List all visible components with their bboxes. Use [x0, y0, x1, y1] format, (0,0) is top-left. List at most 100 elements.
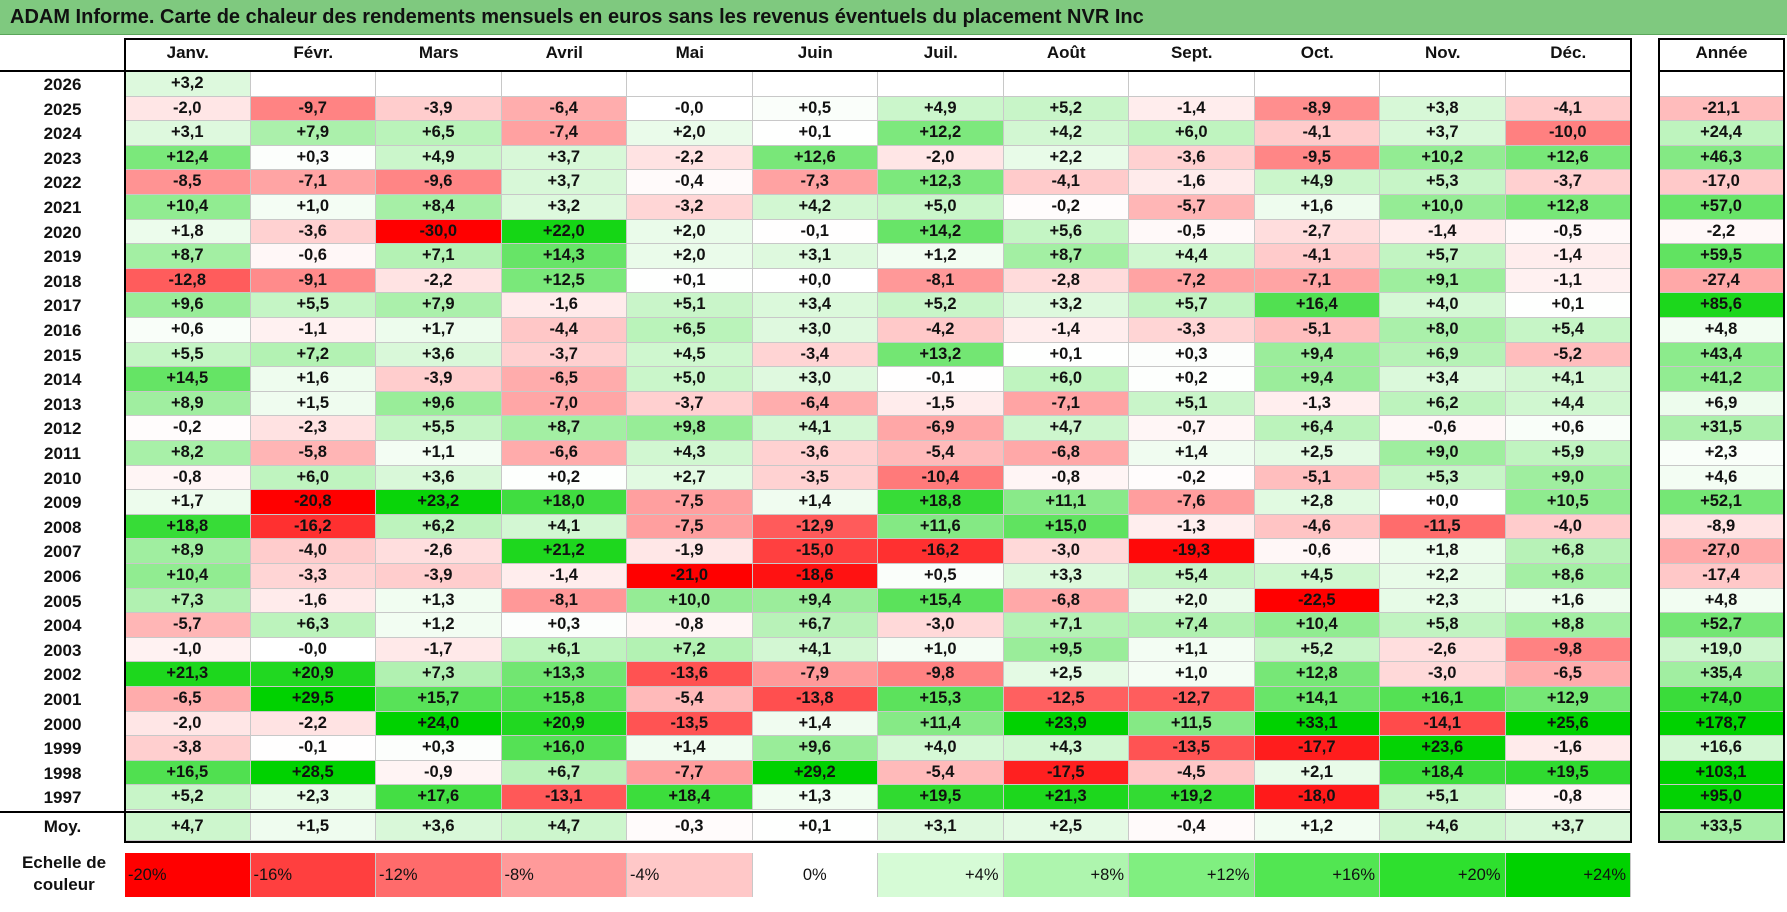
year-label: 2000 — [43, 714, 82, 734]
heatmap-cell: +12,6 — [1505, 145, 1631, 171]
heatmap-cell: -2,0 — [125, 711, 251, 737]
annual-cell: +52,7 — [1659, 613, 1784, 638]
heatmap-cell: +0,3 — [376, 736, 502, 761]
heatmap-cell: +5,5 — [125, 342, 251, 368]
heatmap-cell: +5,2 — [1003, 96, 1129, 122]
heatmap-cell: +14,1 — [1254, 687, 1380, 712]
heatmap-cell: -5,2 — [1505, 342, 1631, 368]
heatmap-cell: -0,5 — [1129, 219, 1255, 245]
heatmap-cell: -2,8 — [1003, 268, 1129, 294]
color-scale-label-text: -4% — [630, 866, 660, 884]
annual-cell: -21,1 — [1659, 96, 1784, 122]
heatmap-cell: -3,8 — [125, 736, 251, 761]
heatmap-cell: +8,7 — [1003, 244, 1129, 269]
heatmap-cell: -4,1 — [1254, 244, 1380, 269]
heatmap-cell: +12,4 — [125, 145, 251, 171]
annual-cell: +46,3 — [1659, 145, 1784, 171]
year-label: 2002 — [43, 665, 82, 685]
average-cell: +3,1 — [878, 813, 1004, 841]
year-label: 2020 — [43, 222, 82, 242]
heatmap-cell: +5,4 — [1505, 318, 1631, 343]
heatmap-cell: -4,1 — [1254, 121, 1380, 146]
year-label: 2014 — [43, 370, 82, 390]
annual-cell: -17,4 — [1659, 564, 1784, 589]
heatmap-cell: -3,7 — [1505, 170, 1631, 195]
heatmap-cell: +4,3 — [627, 441, 753, 466]
heatmap-cell: +21,3 — [1003, 785, 1129, 810]
heatmap-cell: -2,2 — [376, 268, 502, 294]
color-scale-label: Echelle de couleur — [21, 853, 107, 894]
month-header: Févr. — [293, 43, 334, 62]
heatmap-cell: +13,3 — [501, 662, 627, 687]
heatmap-cell: -3,6 — [250, 219, 376, 245]
month-header: Janv. — [166, 43, 209, 62]
heatmap-cell: -1,1 — [1505, 268, 1631, 294]
heatmap-cell: -5,4 — [627, 687, 753, 712]
heatmap-cell: +5,0 — [627, 367, 753, 392]
year-label: 2010 — [43, 468, 82, 488]
heatmap-cell: -3,0 — [878, 613, 1004, 638]
heatmap-cell: +5,9 — [1505, 441, 1631, 466]
heatmap-cell: +9,6 — [752, 736, 878, 761]
heatmap-cell: +0,2 — [1129, 367, 1255, 392]
year-label: 2015 — [43, 345, 82, 365]
average-cell: +1,2 — [1254, 813, 1380, 841]
heatmap-cell: +2,3 — [1380, 588, 1506, 614]
heatmap-cell: -0,6 — [250, 244, 376, 269]
annual-cell: +178,7 — [1659, 711, 1784, 737]
year-label: 2008 — [43, 517, 82, 537]
heatmap-cell: -0,8 — [627, 613, 753, 638]
heatmap-cell: +0,2 — [501, 465, 627, 491]
heatmap-cell: -7,3 — [752, 170, 878, 195]
year-label: 2013 — [43, 394, 82, 414]
heatmap-cell: -16,2 — [250, 514, 376, 540]
heatmap-cell: +2,2 — [1003, 145, 1129, 171]
heatmap-cell: -1,6 — [1505, 736, 1631, 761]
annual-cell: +24,4 — [1659, 121, 1784, 146]
year-label: 2003 — [43, 640, 82, 660]
heatmap-cell: -3,2 — [627, 195, 753, 220]
heatmap-cell: -0,8 — [1003, 465, 1129, 491]
heatmap-cell: -9,6 — [376, 170, 502, 195]
heatmap-cell: -5,7 — [1129, 195, 1255, 220]
heatmap-cell: -3,5 — [752, 465, 878, 491]
month-header: Oct. — [1300, 43, 1334, 62]
heatmap-cell: -0,2 — [1003, 195, 1129, 220]
month-header: Juil. — [923, 43, 958, 62]
average-cell: +0,1 — [752, 813, 878, 841]
heatmap-cell: -0,9 — [376, 760, 502, 786]
year-label: 2022 — [43, 173, 82, 193]
heatmap-cell: -4,0 — [1505, 514, 1631, 540]
heatmap-cell: -12,7 — [1129, 687, 1255, 712]
heatmap-cell: -6,5 — [125, 687, 251, 712]
heatmap-cell: +3,4 — [752, 293, 878, 318]
heatmap-cell: -2,7 — [1254, 219, 1380, 245]
heatmap-cell: -7,0 — [501, 391, 627, 417]
heatmap-cell: +3,7 — [501, 170, 627, 195]
color-scale-swatch: -12% — [376, 853, 502, 897]
heatmap-cell: +2,0 — [1129, 588, 1255, 614]
average-cell: +4,7 — [501, 813, 627, 841]
heatmap-cell: +6,7 — [501, 760, 627, 786]
heatmap-cell: +3,6 — [376, 465, 502, 491]
annual-cell: +4,8 — [1659, 588, 1784, 614]
heatmap-cell: +4,1 — [501, 514, 627, 540]
heatmap-cell: -0,0 — [250, 637, 376, 663]
heatmap-cell: +4,9 — [878, 96, 1004, 122]
heatmap-cell: +17,6 — [376, 785, 502, 810]
heatmap-cell: +6,2 — [1380, 391, 1506, 417]
year-label: 2006 — [43, 567, 82, 586]
heatmap-cell: -5,1 — [1254, 318, 1380, 343]
heatmap-cell: +5,5 — [376, 416, 502, 441]
heatmap-cell: +12,8 — [1254, 662, 1380, 687]
heatmap-cell: -1,3 — [1129, 514, 1255, 540]
heatmap-cell: +1,6 — [250, 367, 376, 392]
heatmap-cell: +0,5 — [878, 564, 1004, 589]
color-scale-label-text: +16% — [1332, 866, 1375, 884]
annual-cell: -27,4 — [1659, 268, 1784, 294]
heatmap-cell: -20,8 — [250, 490, 376, 515]
heatmap-cell: -17,5 — [1003, 760, 1129, 786]
month-header: Nov. — [1424, 43, 1461, 62]
heatmap-cell: +19,5 — [1505, 760, 1631, 786]
heatmap-cell: +9,4 — [1254, 342, 1380, 368]
